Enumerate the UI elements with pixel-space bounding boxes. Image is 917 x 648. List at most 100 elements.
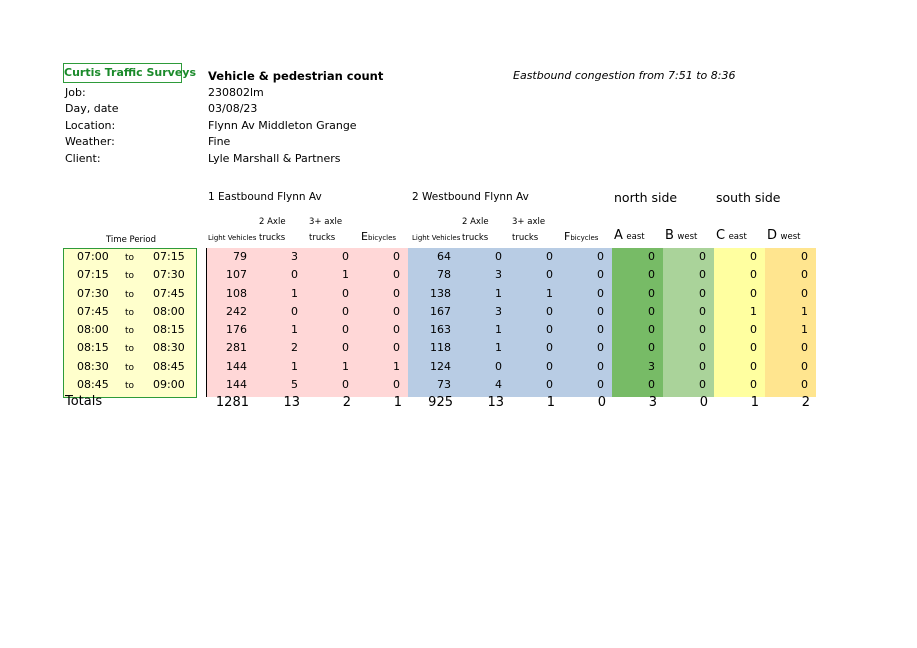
- table-cell: 5: [291, 377, 298, 391]
- time-to-word: to: [125, 289, 135, 300]
- table-cell: 3: [648, 359, 655, 373]
- table-cell: 242: [226, 304, 247, 318]
- total-cell: 1: [750, 395, 759, 410]
- col-3axle-top: 3+ axle: [309, 217, 343, 227]
- table-cell: 0: [597, 286, 604, 300]
- time-to: 07:45: [153, 286, 185, 300]
- table-cell: 3: [291, 250, 298, 263]
- table-cell: 0: [750, 377, 757, 391]
- col-f-bicycles: Fbicycles: [564, 230, 598, 243]
- table-cell: 0: [699, 323, 706, 336]
- total-cell: 2: [342, 395, 351, 410]
- table-cell: 0: [546, 341, 553, 355]
- report-title: Vehicle & pedestrian count: [208, 69, 384, 83]
- table-cell: 0: [546, 323, 553, 336]
- table-cell: 0: [750, 286, 757, 300]
- col-c-sub: east: [728, 232, 747, 242]
- table-cell: 0: [750, 250, 757, 263]
- table-cell: 0: [648, 250, 655, 263]
- col-f-letter: F: [564, 230, 571, 243]
- table-cell: 1: [342, 268, 349, 282]
- col-2axle-bottom-west: trucks: [462, 233, 489, 243]
- table-cell: 2: [291, 341, 298, 355]
- table-cell: 4: [495, 377, 502, 391]
- table-cell: 0: [648, 304, 655, 318]
- total-cell: 13: [283, 395, 300, 410]
- table-cell: 0: [801, 377, 808, 391]
- total-cell: 2: [801, 395, 810, 410]
- time-to: 08:15: [153, 323, 185, 336]
- col-b-sub: west: [677, 232, 698, 242]
- time-to-word: to: [125, 344, 135, 355]
- table-cell: 0: [648, 377, 655, 391]
- col-light-vehicles-west: Light Vehicles: [412, 234, 461, 242]
- south-d-band: [765, 248, 816, 397]
- meta-value: 03/08/23: [208, 102, 258, 115]
- table-cell: 167: [430, 304, 451, 318]
- table-cell: 138: [430, 286, 451, 300]
- group-westbound: 2 Westbound Flynn Av: [412, 191, 529, 203]
- table-cell: 124: [430, 359, 451, 373]
- table-cell: 0: [699, 377, 706, 391]
- table-cell: 3: [495, 268, 502, 282]
- totals-label: Totals: [65, 394, 103, 409]
- total-cell: 925: [428, 395, 453, 410]
- time-from: 08:30: [77, 359, 109, 373]
- time-to: 07:15: [153, 250, 185, 263]
- col-2axle-bottom: trucks: [259, 233, 286, 243]
- eastbound-band: [207, 248, 408, 397]
- col-e-bicycles: Ebicycles: [361, 230, 396, 243]
- table-cell: 0: [342, 341, 349, 355]
- table-cell: 1: [750, 304, 757, 318]
- total-cell: 3: [648, 395, 657, 410]
- congestion-note: Eastbound congestion from 7:51 to 8:36: [513, 69, 736, 82]
- table-cell: 0: [393, 323, 400, 336]
- table-cell: 0: [393, 250, 400, 263]
- table-cell: 0: [801, 286, 808, 300]
- table-cell: 64: [437, 250, 451, 263]
- meta-label: Day, date: [65, 102, 119, 115]
- time-to-word: to: [125, 253, 135, 263]
- table-cell: 0: [393, 286, 400, 300]
- meta-value: Fine: [208, 135, 231, 148]
- table-cell: 107: [226, 268, 247, 282]
- table-cell: 0: [342, 286, 349, 300]
- total-cell: 1: [546, 395, 555, 410]
- table-cell: 144: [226, 377, 247, 391]
- col-e-letter: E: [361, 230, 368, 243]
- time-period-band: [63, 248, 197, 398]
- col-d-sub: west: [780, 232, 801, 242]
- table-cell: 0: [750, 359, 757, 373]
- table-cell: 0: [648, 286, 655, 300]
- table-cell: 0: [699, 250, 706, 263]
- south-c-band: [714, 248, 765, 397]
- table-cell: 1: [393, 359, 400, 373]
- table-cell: 0: [342, 377, 349, 391]
- company-logo: Curtis Traffic Surveys: [63, 63, 196, 83]
- col-b-letter: B: [665, 228, 674, 243]
- table-cell: 0: [393, 341, 400, 355]
- table-cell: 0: [597, 323, 604, 336]
- col-e-sub: bicycles: [367, 234, 397, 242]
- time-from: 07:45: [77, 304, 109, 318]
- time-to-word: to: [125, 271, 135, 282]
- total-cell: 1281: [215, 395, 249, 410]
- col-a-east: A east: [614, 228, 645, 243]
- table-cell: 163: [430, 323, 451, 336]
- col-d-west: D west: [767, 228, 800, 243]
- total-cell: 1: [393, 395, 402, 410]
- meta-label: Location:: [65, 119, 116, 132]
- table-cell: 0: [699, 341, 706, 355]
- col-3axle-bottom: trucks: [309, 233, 336, 243]
- time-to: 07:30: [153, 268, 185, 282]
- table-cell: 0: [801, 268, 808, 282]
- table-cell: 79: [233, 250, 247, 263]
- time-to: 09:00: [153, 377, 185, 391]
- time-from: 08:45: [77, 377, 109, 391]
- col-c-east: C east: [716, 228, 747, 243]
- table-cell: 3: [495, 304, 502, 318]
- col-c-letter: C: [716, 228, 726, 243]
- time-to-word: to: [125, 307, 135, 318]
- table-cell: 0: [648, 268, 655, 282]
- table-cell: 0: [393, 304, 400, 318]
